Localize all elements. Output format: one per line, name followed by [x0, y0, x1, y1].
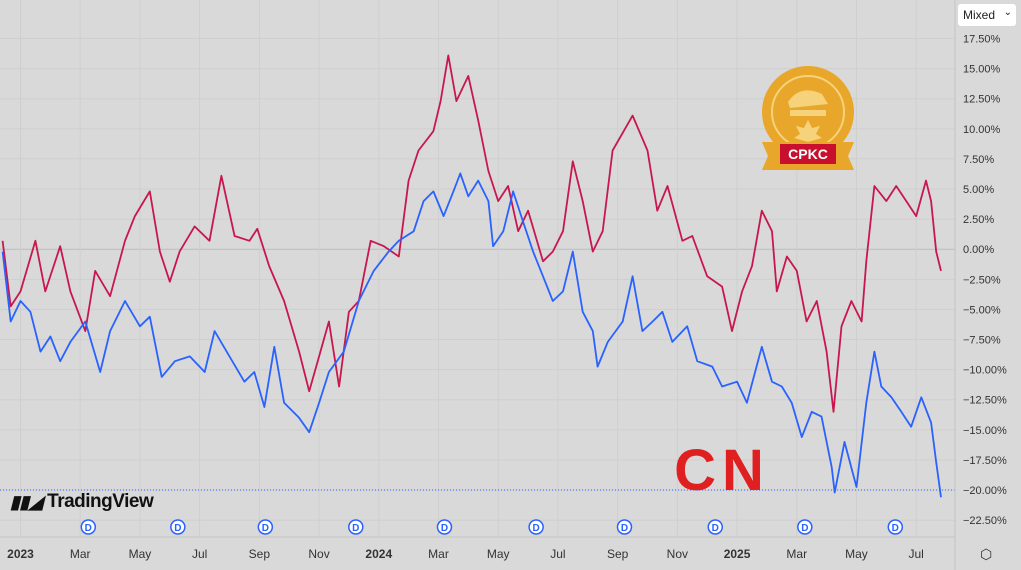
y-tick-label: −2.50%	[963, 274, 1001, 286]
dividend-circle	[348, 519, 364, 535]
dividend-label: D	[262, 523, 269, 534]
x-tick-label: May	[487, 547, 510, 561]
dividend-label: D	[174, 523, 181, 534]
tradingview-logo[interactable]: ▮▮◢ TradingView	[10, 490, 154, 514]
dividend-marker[interactable]: D	[436, 519, 453, 535]
x-tick-label: Mar	[428, 547, 449, 561]
dividend-circle	[707, 519, 724, 535]
dividend-circle	[436, 519, 453, 535]
series-lines	[0, 54, 955, 498]
cpkc-logo: CPKC	[762, 66, 854, 170]
y-tick-label: −20.00%	[963, 485, 1007, 497]
settings-gear-icon[interactable]: ⬡	[980, 546, 993, 562]
y-tick-label: −7.50%	[963, 335, 1001, 347]
x-tick-label: May	[129, 547, 152, 561]
cpkc-logo-bar	[790, 110, 826, 116]
dividend-label: D	[533, 523, 540, 534]
dividend-circle	[170, 519, 186, 535]
dividend-label: D	[712, 523, 719, 534]
dividend-label: D	[352, 523, 359, 534]
x-tick-label: Jul	[192, 547, 207, 561]
y-tick-label: 17.50%	[963, 34, 1001, 46]
dividend-marker[interactable]: D	[170, 519, 186, 535]
series-line-cpkc	[1, 54, 942, 413]
x-tick-label: Jul	[550, 547, 565, 561]
x-tick-label: Sep	[249, 547, 271, 561]
x-tick-label: Mar	[70, 547, 91, 561]
dividend-label: D	[621, 523, 628, 534]
dividend-marker[interactable]: D	[887, 519, 904, 535]
scale-mode-select[interactable]: Mixed ⌄	[958, 4, 1016, 26]
x-tick-label: 2023	[7, 547, 34, 561]
dividend-marker[interactable]: D	[616, 519, 633, 535]
series-line-cn	[1, 172, 942, 498]
maple-leaf-icon	[794, 120, 822, 142]
dividend-marker[interactable]: D	[707, 519, 724, 535]
y-tick-label: 0.00%	[963, 244, 994, 256]
y-tick-label: 7.50%	[963, 154, 994, 166]
chevron-down-icon: ⌄	[1003, 7, 1012, 18]
x-tick-label: Nov	[308, 547, 329, 561]
time-axis[interactable]: 2023 Mar May Jul Sep Nov 2024 Mar May Jul Sep Nov 20…	[7, 547, 924, 561]
dividend-marker[interactable]: D	[528, 519, 544, 535]
dividend-circle	[257, 519, 274, 535]
dividend-label: D	[441, 523, 448, 534]
y-tick-label: −5.00%	[963, 304, 1001, 316]
dividend-circle	[528, 519, 544, 535]
dividend-label: D	[801, 523, 808, 534]
cn-logo: CN	[674, 438, 770, 503]
y-tick-label: −10.00%	[963, 365, 1007, 377]
y-tick-label: −15.00%	[963, 425, 1007, 437]
cpkc-logo-text: CPKC	[788, 146, 828, 162]
cn-logo-text: CN	[674, 438, 770, 503]
x-tick-label: 2025	[724, 547, 751, 561]
x-tick-label: May	[845, 547, 868, 561]
dividend-label: D	[892, 523, 899, 534]
price-axis[interactable]: 17.50% 15.00% 12.50% 10.00% 7.50% 5.00% 2.50% 0…	[963, 34, 1007, 528]
x-tick-label: Jul	[909, 547, 924, 561]
dividend-marker[interactable]: D	[348, 519, 364, 535]
grid	[0, 248, 955, 250]
dividend-label: D	[85, 523, 92, 534]
y-tick-label: 12.50%	[963, 94, 1001, 106]
dividend-marker[interactable]: D	[797, 519, 813, 535]
dividend-marker[interactable]: D	[257, 519, 274, 535]
dividend-circle	[797, 519, 813, 535]
dividend-marker[interactable]: D	[80, 519, 97, 535]
y-tick-label: 5.00%	[963, 184, 994, 196]
y-tick-label: −22.50%	[963, 515, 1007, 527]
scale-mode-label: Mixed	[963, 8, 996, 22]
x-tick-label: Mar	[786, 547, 807, 561]
beaver-icon	[788, 90, 828, 108]
y-tick-label: 10.00%	[963, 124, 1001, 136]
x-tick-label: Nov	[667, 547, 688, 561]
cpkc-logo-plate	[780, 144, 836, 164]
x-tick-label: Sep	[607, 547, 629, 561]
tradingview-wordmark: TradingView	[47, 491, 154, 512]
dividend-circle	[616, 519, 633, 535]
dividend-circle	[887, 519, 904, 535]
y-tick-label: −12.50%	[963, 395, 1007, 407]
tradingview-mark-icon: ▮▮◢	[10, 492, 43, 512]
dividend-circle	[80, 519, 97, 535]
y-tick-label: 2.50%	[963, 214, 994, 226]
y-tick-label: 15.00%	[963, 64, 1001, 76]
x-tick-label: 2024	[365, 547, 392, 561]
y-tick-label: −17.50%	[963, 455, 1007, 467]
